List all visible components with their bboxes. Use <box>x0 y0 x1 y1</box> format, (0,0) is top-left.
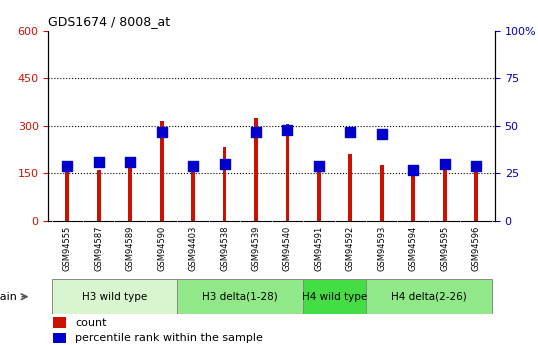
Bar <box>191 169 195 221</box>
Point <box>95 159 103 165</box>
Text: GSM94540: GSM94540 <box>283 226 292 271</box>
Text: GSM94403: GSM94403 <box>189 226 197 271</box>
Bar <box>53 317 66 328</box>
Point <box>440 161 449 167</box>
Text: GSM94591: GSM94591 <box>314 226 323 271</box>
Bar <box>254 118 258 221</box>
Bar <box>223 147 226 221</box>
Point <box>189 163 197 169</box>
Text: GSM94538: GSM94538 <box>220 226 229 271</box>
Text: H3 wild type: H3 wild type <box>82 292 147 302</box>
Point <box>220 161 229 167</box>
Bar <box>160 121 164 221</box>
Point <box>346 129 355 135</box>
Bar <box>412 169 415 221</box>
Bar <box>286 124 289 221</box>
Text: GSM94595: GSM94595 <box>440 226 449 271</box>
Bar <box>303 279 366 314</box>
Text: GSM94596: GSM94596 <box>472 226 480 271</box>
Text: GSM94593: GSM94593 <box>377 226 386 271</box>
Bar <box>443 165 447 221</box>
Text: count: count <box>75 318 107 328</box>
Point <box>63 163 72 169</box>
Point <box>409 167 417 172</box>
Text: GSM94539: GSM94539 <box>251 226 260 271</box>
Point <box>252 129 260 135</box>
Text: GSM94590: GSM94590 <box>157 226 166 271</box>
Bar <box>53 333 66 344</box>
Text: GSM94589: GSM94589 <box>126 226 134 271</box>
Text: GSM94594: GSM94594 <box>409 226 417 271</box>
Point <box>126 159 134 165</box>
Bar <box>474 165 478 221</box>
Text: GDS1674 / 8008_at: GDS1674 / 8008_at <box>48 16 171 29</box>
Text: GSM94592: GSM94592 <box>346 226 355 271</box>
Point <box>283 127 292 132</box>
Bar <box>317 167 321 221</box>
Bar <box>66 169 69 221</box>
Text: percentile rank within the sample: percentile rank within the sample <box>75 333 263 343</box>
Point <box>157 129 166 135</box>
Bar <box>97 169 101 221</box>
Text: GSM94587: GSM94587 <box>94 226 103 271</box>
Bar <box>349 154 352 221</box>
Bar <box>128 165 132 221</box>
Bar <box>380 165 384 221</box>
Text: H4 delta(2-26): H4 delta(2-26) <box>391 292 467 302</box>
Bar <box>366 279 492 314</box>
Point <box>315 163 323 169</box>
Point <box>378 131 386 136</box>
Bar <box>178 279 303 314</box>
Text: H4 wild type: H4 wild type <box>302 292 367 302</box>
Text: H3 delta(1-28): H3 delta(1-28) <box>202 292 278 302</box>
Text: strain: strain <box>0 292 17 302</box>
Text: GSM94555: GSM94555 <box>63 226 72 271</box>
Point <box>472 163 480 169</box>
Bar <box>52 279 178 314</box>
